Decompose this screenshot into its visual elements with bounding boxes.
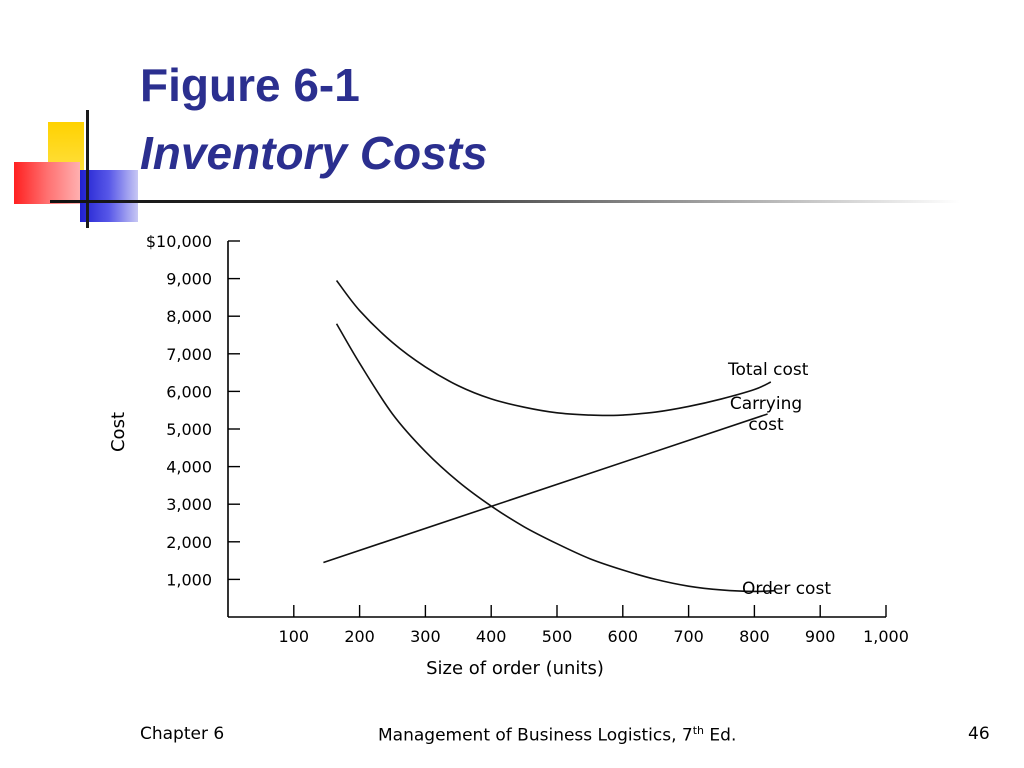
x-tick-label: 800 (739, 627, 770, 646)
slide-title: Figure 6-1 (140, 59, 360, 111)
deco-blue-square (80, 170, 138, 222)
x-ticks: 100 200 300 400 500 600 700 800 900 1,000 (279, 605, 909, 646)
series-label: Order cost (742, 579, 831, 599)
y-axis-label: Cost (108, 412, 129, 452)
deco-vertical-line (86, 110, 89, 228)
footer-book-title-sup: th (692, 724, 705, 737)
x-tick-label: 600 (608, 627, 639, 646)
y-tick-label: 2,000 (166, 533, 212, 552)
x-axis-label: Size of order (units) (426, 658, 604, 679)
order-cost-curve (335, 323, 775, 593)
y-tick-label: 1,000 (166, 570, 212, 589)
series-label: cost (748, 415, 784, 435)
x-tick-label: 100 (279, 627, 310, 646)
x-tick-label: 700 (673, 627, 704, 646)
x-tick-label: 1,000 (863, 627, 909, 646)
deco-horizontal-line (50, 200, 960, 203)
x-tick-label: 200 (344, 627, 375, 646)
deco-red-square (14, 162, 80, 204)
x-tick-label: 400 (476, 627, 507, 646)
y-tick-label: 7,000 (166, 345, 212, 364)
y-tick-label: 8,000 (166, 307, 212, 326)
x-tick-label: 900 (805, 627, 836, 646)
y-tick-label: 6,000 (166, 382, 212, 401)
y-tick-label: $10,000 (146, 232, 212, 251)
footer-book-title-main: Management of Business Logistics, 7 (378, 725, 693, 746)
total-cost-curve (335, 279, 772, 417)
slide-subtitle: Inventory Costs (140, 127, 488, 179)
y-ticks: 1,000 2,000 3,000 4,000 5,000 6,000 7,000 8,000… (146, 232, 240, 589)
footer-book-title-suffix: Ed. (704, 725, 737, 746)
series-label: Carrying (730, 394, 802, 414)
y-tick-label: 3,000 (166, 495, 212, 514)
y-tick-label: 9,000 (166, 270, 212, 289)
y-tick-label: 4,000 (166, 458, 212, 477)
carrying-cost-line (323, 413, 768, 564)
x-tick-label: 500 (542, 627, 573, 646)
x-tick-label: 300 (410, 627, 441, 646)
footer-page-number: 46 (968, 724, 990, 744)
footer-chapter: Chapter 6 (140, 724, 225, 744)
y-tick-label: 5,000 (166, 420, 212, 439)
footer-book-title: Management of Business Logistics, 7th Ed… (378, 724, 736, 746)
series-label: Total cost (727, 360, 809, 380)
